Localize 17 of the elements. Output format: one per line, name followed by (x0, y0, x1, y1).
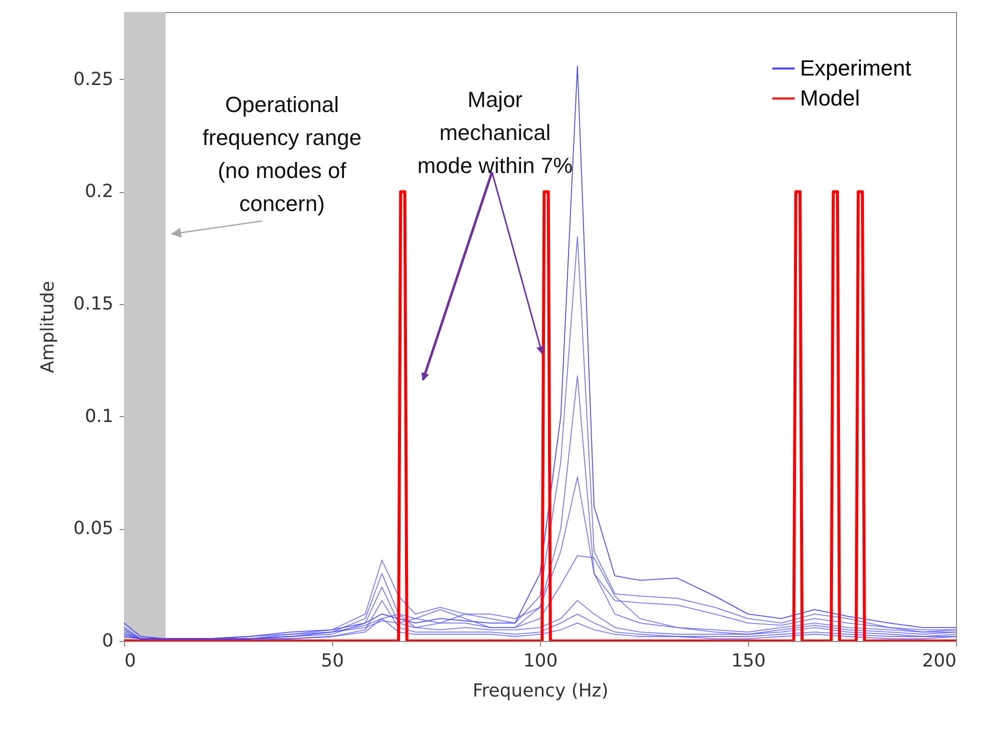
y-tick-label: 0.2 (84, 181, 114, 202)
legend-label: Experiment (800, 56, 912, 80)
y-tick-label: 0.25 (73, 68, 114, 90)
x-tick-label: 0 (124, 650, 136, 672)
y-tick-label: 0 (102, 630, 114, 652)
x-tick-label: 50 (321, 650, 344, 672)
legend-label: Model (800, 86, 860, 110)
x-axis-title: Frequency (Hz) (472, 680, 608, 702)
annotation: Operational frequency range (no modes of concern) (202, 92, 362, 216)
y-tick-label: 0.05 (73, 518, 114, 540)
y-axis-title: Amplitude (37, 280, 58, 374)
x-tick-label: 100 (523, 650, 558, 672)
annotation: Major mechanical mode within 7% (417, 87, 573, 178)
y-tick-label: 0.1 (84, 406, 114, 427)
x-tick-label: 200 (922, 650, 956, 672)
x-tick-label: 150 (731, 650, 766, 672)
y-tick-label: 0.15 (73, 294, 114, 315)
